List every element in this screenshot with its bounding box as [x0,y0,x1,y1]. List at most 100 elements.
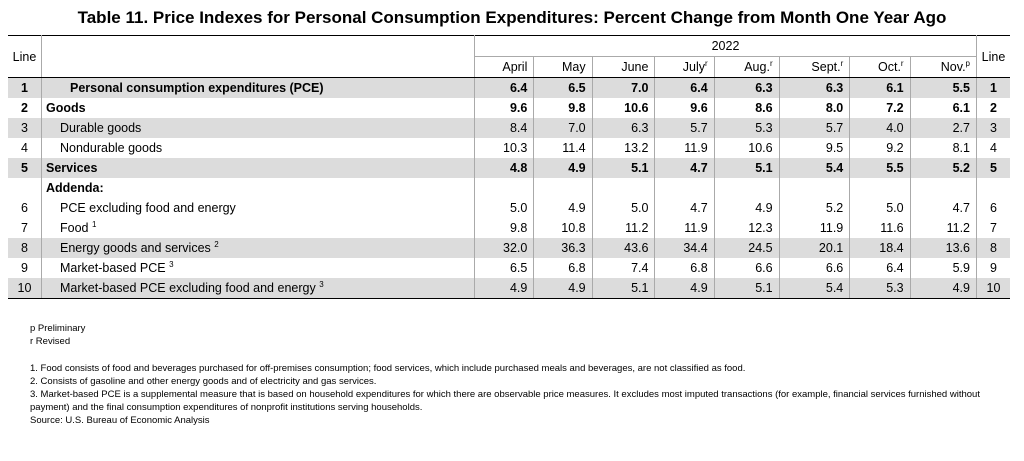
line-number: 4 [21,141,28,155]
cell-value: 20.1 [778,238,850,258]
notes-section: p Preliminary r Revised 1. Food consists… [30,322,1015,427]
line-number-right: 9 [976,258,1010,278]
month-header: June [591,56,655,78]
cell-value: 8.1 [909,138,977,158]
table-row: 8 Energy goods and services 2 32.0 36.3 43.6… [8,238,1010,258]
cell-value: 5.7 [654,118,715,138]
table-row: Addenda: [8,178,1010,198]
row-label: Food 1 [41,218,475,238]
line-number: 10 [8,278,42,299]
year-header: 2022 [474,35,977,57]
cell-value: 5.0 [591,198,655,218]
line-number: 2 [21,101,28,115]
cell-value: 8.4 [473,118,534,138]
cell-value: 6.4 [849,258,911,278]
cell-value: 10.6 [713,138,780,158]
line-number: 7 [21,221,28,235]
row-label: Addenda: [41,178,475,198]
table-title: Table 11. Price Indexes for Personal Con… [77,8,947,27]
month-header: Nov.p [909,56,977,78]
line-number-right: 8 [976,238,1010,258]
note-preliminary: p Preliminary [30,323,86,334]
table-body: 1 Personal consumption expenditures (PCE)… [8,77,1010,299]
row-label: Market-based PCE excluding food and ener… [41,278,475,299]
cell-value: 5.1 [591,278,655,299]
cell-value: 4.0 [849,118,911,138]
line-number: 1 [8,77,42,98]
line-number: 5 [8,158,42,178]
cell-value: 36.3 [533,238,593,258]
cell-value: 4.7 [654,158,715,178]
cell-value: 9.6 [473,98,534,118]
note-revised: r Revised [30,336,71,347]
row-label: Services [41,158,475,178]
cell-value: 6.3 [591,118,655,138]
table-row: 10 Market-based PCE excluding food and en… [8,278,1010,299]
cell-value: 5.1 [713,158,780,178]
cell-value: 6.6 [778,258,850,278]
pce-table: Line 2022 Line April May June Julyr Aug.… [8,35,1010,299]
table-row: 3 Durable goods 8.4 7.0 6.3 5.7 5.3 5.7 4.0 2.7 3 [8,118,1010,138]
cell-value: 6.3 [713,77,780,98]
line-number: 9 [21,261,28,275]
cell-value: 9.5 [778,138,850,158]
cell-value [778,178,850,198]
cell-value: 4.9 [713,198,780,218]
cell-value: 10.6 [591,98,655,118]
line-number-right [976,178,1010,198]
cell-value: 9.2 [849,138,911,158]
cell-value: 2.7 [909,118,977,138]
cell-value: 4.7 [909,198,977,218]
table-row: 9 Market-based PCE 3 6.5 6.8 7.4 6.8 6.6 6.6 6.4… [8,258,1010,278]
cell-value [591,178,655,198]
cell-value: 6.1 [909,98,977,118]
cell-value: 4.8 [473,158,534,178]
cell-value: 7.0 [591,77,655,98]
cell-value: 9.8 [533,98,593,118]
cell-value: 5.5 [849,158,911,178]
row-label: Market-based PCE 3 [41,258,475,278]
line-number-right: 3 [976,118,1010,138]
cell-value: 5.0 [473,198,534,218]
cell-value: 8.6 [713,98,780,118]
cell-value: 11.2 [591,218,655,238]
row-label: Nondurable goods [41,138,475,158]
table-row: 2 Goods 9.6 9.8 10.6 9.6 8.6 8.0 7.2 6.1 2 [8,98,1010,118]
cell-value: 11.9 [654,218,715,238]
cell-value [713,178,780,198]
row-label: PCE excluding food and energy [41,198,475,218]
cell-value [909,178,977,198]
cell-value: 5.2 [778,198,850,218]
cell-value: 32.0 [473,238,534,258]
cell-value [533,178,593,198]
cell-value: 5.4 [778,158,850,178]
line-number-right: 7 [976,218,1010,238]
line-header-left: Line [8,35,42,78]
cell-value: 5.9 [909,258,977,278]
footnote-3-cont: payment) and the final consumption expen… [30,402,423,413]
cell-value: 8.0 [778,98,850,118]
cell-value: 10.3 [473,138,534,158]
cell-value: 4.7 [654,198,715,218]
cell-value: 12.3 [713,218,780,238]
cell-value: 6.4 [473,77,534,98]
description-header [41,35,475,78]
line-number-right: 2 [976,98,1010,118]
cell-value: 10.8 [533,218,593,238]
row-label: Energy goods and services 2 [41,238,475,258]
cell-value: 9.6 [654,98,715,118]
cell-value: 5.4 [778,278,850,299]
cell-value: 4.9 [533,158,593,178]
line-number-right: 1 [976,77,1010,98]
footnote-1: 1. Food consists of food and beverages p… [30,363,746,374]
line-number-right: 4 [976,138,1010,158]
cell-value: 5.3 [849,278,911,299]
cell-value [473,178,534,198]
cell-value: 5.1 [713,278,780,299]
line-number-right: 10 [976,278,1010,299]
cell-value: 6.5 [533,77,593,98]
month-header: April [473,56,534,78]
cell-value: 11.6 [849,218,911,238]
cell-value: 4.9 [533,198,593,218]
row-label: Durable goods [41,118,475,138]
